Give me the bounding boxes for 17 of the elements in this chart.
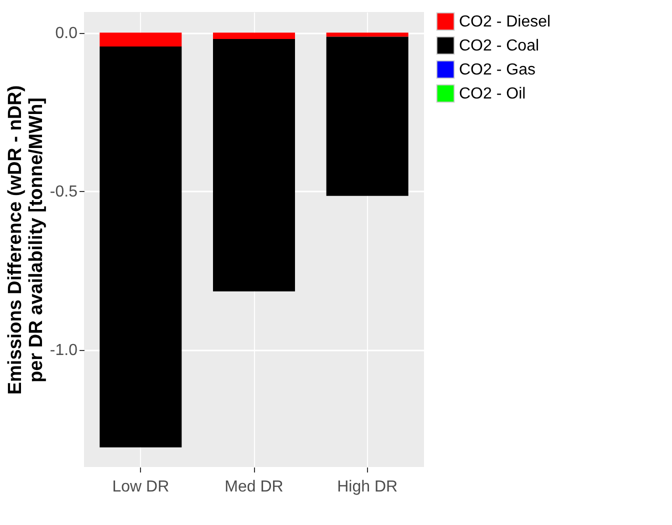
x-tick-label: High DR (337, 478, 398, 496)
legend-label: CO2 - Diesel (459, 14, 551, 30)
x-tick-label: Low DR (112, 478, 170, 496)
bar (213, 32, 295, 39)
legend-label: CO2 - Gas (459, 62, 536, 78)
bar (326, 32, 408, 37)
legend-label: CO2 - Coal (459, 38, 540, 54)
x-tick-label: Med DR (224, 478, 284, 496)
bar (100, 46, 182, 448)
bar (213, 38, 295, 292)
bar (100, 32, 182, 47)
legend-label: CO2 - Oil (459, 86, 526, 102)
y-tick-label: -0.5 (50, 184, 78, 201)
y-axis-title: Emissions Difference (wDR - nDR) per DR availability [tonne/MWh] (4, 85, 47, 395)
y-tick-label: 0.0 (55, 25, 78, 42)
bar (326, 36, 408, 196)
y-tick-label: -1.0 (50, 342, 78, 360)
